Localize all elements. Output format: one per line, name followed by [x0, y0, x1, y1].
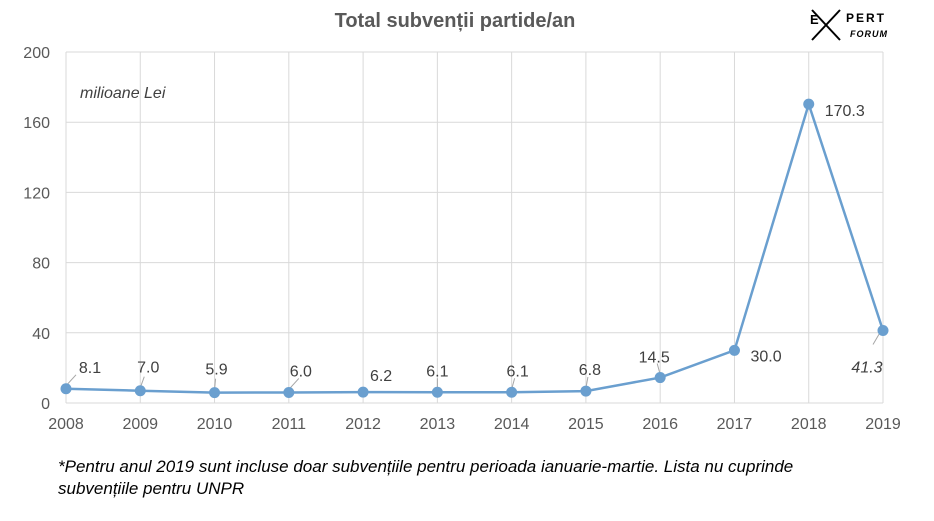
- x-tick-label: 2009: [122, 416, 158, 433]
- x-tick-label: 2013: [420, 416, 456, 433]
- data-point: [580, 385, 592, 397]
- data-point: [728, 344, 740, 356]
- grid: [65, 51, 884, 404]
- footnote: *Pentru anul 2019 sunt incluse doar subv…: [58, 457, 794, 498]
- svg-text:E: E: [810, 12, 819, 27]
- x-tick-label: 2017: [717, 416, 753, 433]
- svg-text:PERT: PERT: [846, 11, 886, 25]
- series-line: [65, 99, 885, 394]
- svg-text:FORUM: FORUM: [850, 29, 888, 39]
- data-point: [209, 387, 221, 399]
- data-point: [431, 386, 443, 398]
- data-label: 6.8: [579, 362, 601, 379]
- x-tick-label: 2015: [568, 416, 604, 433]
- data-labels: 8.1 7.0 5.9 6.0 6.2 6.1 6.1 6.8 14.5 30.0 170.3 41.…: [79, 103, 883, 385]
- data-point: [283, 386, 295, 398]
- data-point: [654, 372, 666, 384]
- y-tick-label: 40: [32, 326, 50, 343]
- x-tick-label: 2016: [642, 416, 678, 433]
- data-label: 14.5: [639, 350, 670, 367]
- data-label: 41.3: [851, 360, 882, 377]
- x-tick-label: 2010: [197, 416, 233, 433]
- data-label: 6.2: [370, 368, 392, 385]
- data-label: 5.9: [205, 362, 227, 379]
- data-label: 30.0: [750, 348, 781, 365]
- data-points: [60, 98, 889, 399]
- data-label: 7.0: [137, 360, 159, 377]
- y-tick-label: 80: [32, 256, 50, 273]
- y-tick-label: 200: [23, 45, 50, 62]
- x-tick-label: 2014: [494, 416, 530, 433]
- unit-label: milioane Lei: [80, 85, 166, 102]
- data-label: 6.1: [426, 363, 448, 380]
- x-tick-label: 2012: [345, 416, 381, 433]
- data-label: 6.0: [290, 363, 312, 380]
- data-label: 6.1: [507, 363, 529, 380]
- y-tick-label: 160: [23, 115, 50, 132]
- x-tick-label: 2019: [865, 416, 901, 433]
- data-point: [803, 98, 815, 110]
- x-tick-label: 2008: [48, 416, 84, 433]
- x-axis: 2008 2009 2010 2011 2012 2013 2014 2015 2016 2017…: [48, 416, 901, 433]
- data-label: 170.3: [825, 103, 865, 120]
- data-point: [357, 386, 369, 398]
- chart-title: Total subvenții partide/an: [335, 10, 576, 32]
- expert-forum-logo: E PERT FORUM: [810, 9, 888, 41]
- x-tick-label: 2018: [791, 416, 827, 433]
- data-point: [506, 386, 518, 398]
- y-axis: 0 40 80 120 160 200: [23, 45, 50, 413]
- y-tick-label: 0: [41, 396, 50, 413]
- data-point: [877, 325, 889, 337]
- x-tick-label: 2011: [272, 416, 307, 433]
- y-tick-label: 120: [23, 185, 50, 202]
- data-label: 8.1: [79, 360, 101, 377]
- data-point: [134, 385, 146, 397]
- data-point: [60, 383, 72, 395]
